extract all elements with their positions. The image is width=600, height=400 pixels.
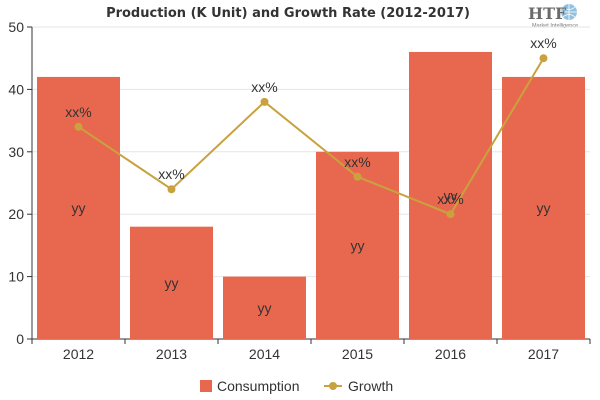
bar-value-label: yy (444, 187, 458, 203)
growth-point (446, 210, 455, 219)
logo-subtext: Market Intelligence (532, 23, 578, 29)
x-tick-label: 2017 (528, 346, 559, 362)
growth-value-label: xx% (251, 79, 277, 95)
growth-value-label: xx% (158, 166, 184, 182)
axes: 0 10 20 30 40 50 2012 2013 2014 2015 2016 2017 (8, 19, 591, 362)
logo-globe-icon (561, 4, 577, 20)
bar (130, 226, 213, 339)
growth-point (167, 185, 176, 194)
growth-point (260, 97, 269, 106)
growth-value-label: xx% (65, 104, 91, 120)
bar (502, 76, 585, 340)
chart-title: Production (K Unit) and Growth Rate (201… (106, 6, 470, 21)
legend-marker-growth (329, 382, 337, 390)
growth-point (74, 122, 83, 131)
legend-item-consumption: Consumption (200, 378, 300, 394)
growth-value-label: xx% (437, 191, 463, 207)
bar (316, 151, 399, 339)
growth-point (353, 172, 362, 181)
logo-text: HTF (528, 4, 567, 23)
grid-lines (32, 26, 590, 278)
x-tick-label: 2014 (249, 346, 280, 362)
x-tick-label: 2012 (63, 346, 94, 362)
bar-value-label: yy (537, 200, 551, 216)
brand-logo: HTF Market Intelligence (528, 4, 578, 29)
legend-label-consumption: Consumption (217, 378, 300, 394)
line-series-growth (74, 54, 548, 219)
legend-label-growth: Growth (348, 378, 393, 394)
legend: Consumption Growth (200, 378, 393, 394)
bar-value-label: yy (351, 237, 365, 253)
y-tick-label: 30 (8, 144, 24, 160)
legend-swatch-consumption (200, 380, 212, 392)
bar-series-consumption (37, 51, 585, 340)
bar-value-label: yy (165, 275, 179, 291)
y-tick-label: 10 (8, 269, 24, 285)
x-tick-label: 2016 (435, 346, 466, 362)
x-tick-label: 2015 (342, 346, 373, 362)
y-tick-label: 40 (8, 81, 24, 97)
bar-value-label: yy (72, 200, 86, 216)
legend-item-growth: Growth (324, 378, 393, 394)
bar (223, 276, 306, 339)
growth-line (77, 57, 545, 216)
bar (37, 76, 120, 340)
y-tick-label: 0 (16, 331, 24, 347)
y-tick-label: 50 (8, 19, 24, 35)
growth-point (539, 54, 548, 63)
y-tick-label: 20 (8, 206, 24, 222)
growth-value-label: xx% (344, 154, 370, 170)
bar-value-label: yy (258, 300, 272, 316)
growth-value-label: xx% (530, 35, 556, 51)
bar (409, 51, 492, 340)
x-tick-label: 2013 (156, 346, 187, 362)
